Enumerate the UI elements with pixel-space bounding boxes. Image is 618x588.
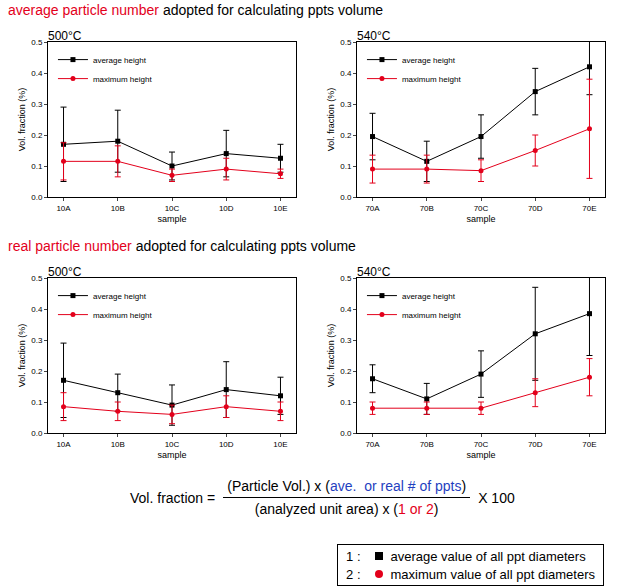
svg-text:average height: average height: [93, 292, 147, 301]
html-text:average value of all ppt diame: average value of all ppt diameters: [390, 548, 586, 564]
svg-text:540°C: 540°C: [357, 265, 391, 279]
svg-text:70E: 70E: [582, 204, 596, 213]
svg-text:Vol. fraction (%): Vol. fraction (%): [326, 324, 336, 388]
svg-text:sample: sample: [466, 450, 495, 460]
svg-text:0.1: 0.1: [31, 398, 43, 407]
svg-text:average height: average height: [93, 56, 147, 65]
svg-text:0.3: 0.3: [31, 336, 43, 345]
svg-text:70A: 70A: [365, 440, 380, 449]
html-text:average particle number adopte: average particle number adopted for calc…: [8, 2, 384, 18]
html-text:(analyzed unit area) x (1 or 2: (analyzed unit area) x (1 or 2): [254, 501, 439, 517]
svg-text:maximum height: maximum height: [93, 311, 152, 320]
svg-text:70D: 70D: [528, 440, 543, 449]
svg-text:0.2: 0.2: [31, 367, 43, 376]
svg-text:540°C: 540°C: [357, 29, 391, 43]
svg-text:0.4: 0.4: [31, 305, 43, 314]
svg-text:10B: 10B: [111, 204, 125, 213]
svg-text:sample: sample: [157, 450, 186, 460]
svg-text:0.1: 0.1: [340, 162, 352, 171]
html-text:X 100: X 100: [478, 489, 515, 506]
svg-text:0.5: 0.5: [31, 274, 43, 283]
svg-text:0.1: 0.1: [31, 162, 43, 171]
svg-text:500°C: 500°C: [48, 265, 82, 279]
svg-text:0.5: 0.5: [340, 274, 352, 283]
svg-text:70B: 70B: [420, 440, 434, 449]
svg-text:10C: 10C: [165, 440, 180, 449]
svg-text:10D: 10D: [219, 204, 234, 213]
svg-text:0.2: 0.2: [340, 367, 352, 376]
html-text:maximum value of all ppt diame: maximum value of all ppt diameters: [390, 566, 595, 582]
svg-text:500°C: 500°C: [48, 29, 82, 43]
html-text:Vol. fraction =: Vol. fraction =: [130, 489, 216, 506]
svg-text:0.4: 0.4: [340, 69, 352, 78]
svg-text:average height: average height: [402, 56, 456, 65]
svg-text:0.4: 0.4: [31, 69, 43, 78]
svg-text:0.5: 0.5: [340, 38, 352, 47]
svg-text:70C: 70C: [474, 204, 489, 213]
svg-text:0.4: 0.4: [340, 305, 352, 314]
html-text:2 :: 2 :: [346, 566, 361, 582]
svg-text:0.0: 0.0: [340, 429, 352, 438]
svg-text:10A: 10A: [56, 204, 71, 213]
svg-text:maximum height: maximum height: [93, 75, 152, 84]
html-text:1 :: 1 :: [346, 548, 361, 564]
svg-text:70A: 70A: [365, 204, 380, 213]
svg-text:Vol. fraction (%): Vol. fraction (%): [326, 88, 336, 152]
svg-text:sample: sample: [157, 214, 186, 224]
svg-text:Vol. fraction (%): Vol. fraction (%): [17, 88, 27, 152]
svg-text:10D: 10D: [219, 440, 234, 449]
svg-text:10B: 10B: [111, 440, 125, 449]
svg-text:maximum height: maximum height: [402, 75, 461, 84]
svg-text:70D: 70D: [528, 204, 543, 213]
svg-text:0.0: 0.0: [31, 193, 43, 202]
html-text:(Particle Vol.) x (ave. or rea: (Particle Vol.) x (ave. or real # of ppt…: [227, 478, 467, 494]
html-text:real particle number adopted f: real particle number adopted for calcula…: [8, 238, 356, 254]
svg-text:0.2: 0.2: [340, 131, 352, 140]
svg-text:10E: 10E: [273, 204, 287, 213]
svg-text:70E: 70E: [582, 440, 596, 449]
svg-text:0.3: 0.3: [340, 100, 352, 109]
svg-text:0.5: 0.5: [31, 38, 43, 47]
svg-text:maximum height: maximum height: [402, 311, 461, 320]
svg-text:10A: 10A: [56, 440, 71, 449]
svg-text:sample: sample: [466, 214, 495, 224]
svg-text:10C: 10C: [165, 204, 180, 213]
svg-text:0.2: 0.2: [31, 131, 43, 140]
svg-text:70B: 70B: [420, 204, 434, 213]
svg-text:average height: average height: [402, 292, 456, 301]
svg-text:70C: 70C: [474, 440, 489, 449]
svg-text:0.0: 0.0: [31, 429, 43, 438]
svg-text:Vol. fraction (%): Vol. fraction (%): [17, 324, 27, 388]
svg-text:0.3: 0.3: [31, 100, 43, 109]
svg-text:0.1: 0.1: [340, 398, 352, 407]
svg-text:0.3: 0.3: [340, 336, 352, 345]
svg-text:0.0: 0.0: [340, 193, 352, 202]
svg-text:10E: 10E: [273, 440, 287, 449]
